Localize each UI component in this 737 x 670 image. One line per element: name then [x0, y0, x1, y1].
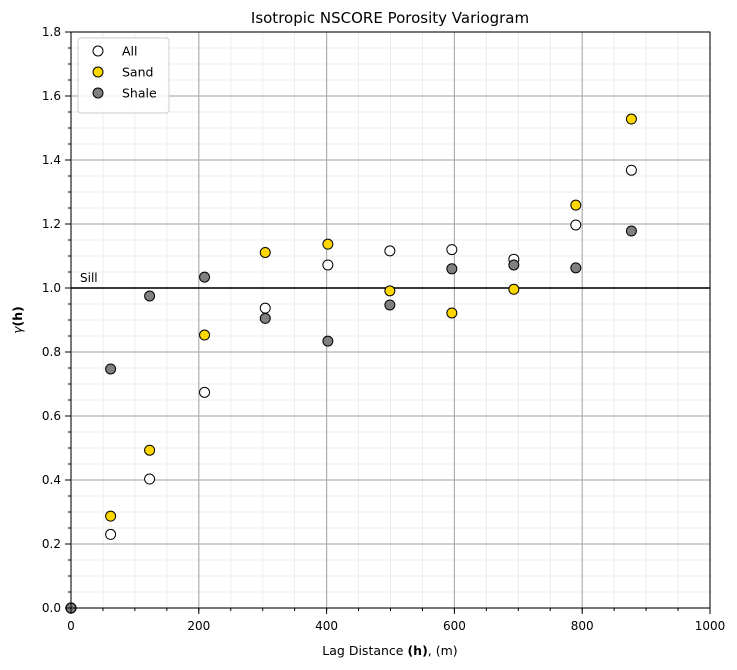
x-tick-label: 400	[315, 619, 338, 633]
data-point-all	[446, 244, 458, 256]
x-tick-label: 600	[443, 619, 466, 633]
data-point-shale	[570, 262, 582, 274]
legend-marker-sand	[92, 66, 104, 78]
x-axis-label-prefix: Lag Distance	[322, 643, 407, 658]
data-point-all	[570, 219, 582, 231]
data-point-sand	[384, 285, 396, 297]
y-axis-label-gamma: γ	[10, 326, 25, 334]
ticks-layer: 0 200 400 600 800 1000 0.0 0.2 0.4 0.6 0.8 1.0 1.2 1.…	[42, 25, 725, 633]
data-point-sand	[144, 444, 156, 456]
legend-marker-shale	[92, 87, 104, 99]
legend-label-shale: Shale	[122, 86, 157, 101]
data-point-shale	[625, 225, 637, 237]
legend-label-sand: Sand	[122, 65, 153, 80]
series-sand	[65, 113, 637, 614]
data-point-shale	[105, 363, 117, 375]
data-point-shale	[199, 271, 211, 283]
data-point-sand	[570, 199, 582, 211]
data-point-shale	[384, 299, 396, 311]
y-tick-label: 1.0	[42, 281, 61, 295]
x-tick-label: 200	[187, 619, 210, 633]
x-tick-label: 800	[571, 619, 594, 633]
y-tick-label: 0.8	[42, 345, 61, 359]
data-point-all	[144, 473, 156, 485]
x-tick-label: 0	[67, 619, 75, 633]
data-point-all	[322, 259, 334, 271]
data-point-sand	[259, 246, 271, 258]
x-tick-label: 1000	[695, 619, 726, 633]
legend: All Sand Shale	[77, 37, 170, 114]
data-point-shale	[144, 290, 156, 302]
data-point-sand	[446, 307, 458, 319]
data-point-shale	[322, 335, 334, 347]
data-point-sand	[322, 238, 334, 250]
data-point-sand	[625, 113, 637, 125]
y-tick-label: 0.0	[42, 601, 61, 615]
grid-layer	[70, 31, 711, 609]
data-point-all	[384, 245, 396, 257]
data-point-all	[105, 528, 117, 540]
data-point-all	[199, 386, 211, 398]
y-tick-label: 1.2	[42, 217, 61, 231]
x-axis-label-bold: (h)	[407, 643, 427, 658]
data-point-all	[625, 164, 637, 176]
data-point-sand	[508, 283, 520, 295]
y-tick-label: 0.6	[42, 409, 61, 423]
data-point-shale	[259, 312, 271, 324]
y-axis-label-bold: (h)	[10, 306, 25, 326]
y-tick-label: 1.6	[42, 89, 61, 103]
y-tick-label: 0.4	[42, 473, 61, 487]
legend-label-all: All	[122, 44, 138, 59]
data-point-sand	[105, 510, 117, 522]
series-all	[65, 164, 637, 614]
chart-title: Isotropic NSCORE Porosity Variogram	[251, 9, 529, 27]
x-axis-label-suffix: , (m)	[428, 643, 458, 658]
y-tick-label: 1.8	[42, 25, 61, 39]
sill-label: Sill	[80, 271, 98, 285]
y-tick-label: 0.2	[42, 537, 61, 551]
x-axis-label: Lag Distance (h), (m)	[322, 643, 457, 658]
data-point-shale	[446, 263, 458, 275]
y-tick-label: 1.4	[42, 153, 61, 167]
data-point-shale	[508, 259, 520, 271]
data-point-sand	[199, 329, 211, 341]
legend-marker-all	[92, 45, 104, 57]
data-point-all	[259, 302, 271, 314]
y-axis-label: γ(h)	[10, 306, 25, 334]
